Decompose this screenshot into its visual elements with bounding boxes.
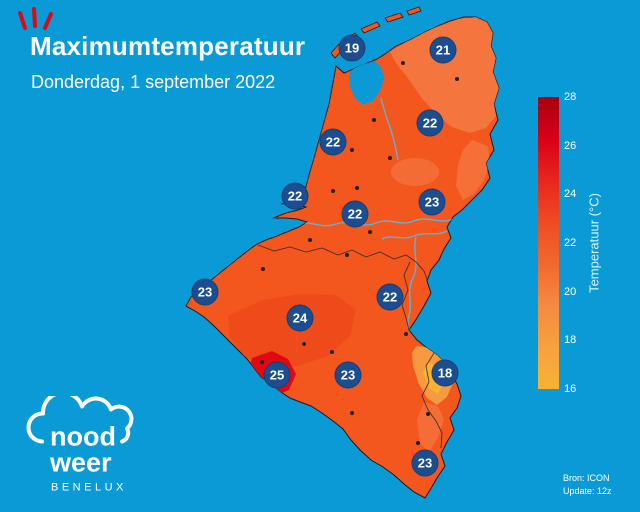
island-schiermonnikoog bbox=[406, 6, 422, 16]
lake-ijsselmeer bbox=[349, 61, 384, 105]
border-nl-be bbox=[257, 244, 429, 283]
island-ameland bbox=[384, 12, 404, 23]
source-text: Bron: ICON bbox=[563, 473, 610, 483]
source-info: Bron: ICON Update: 12z bbox=[563, 472, 612, 498]
legend-title: Temperatuur (°C) bbox=[586, 193, 602, 293]
city-dot bbox=[350, 411, 354, 415]
storm-warning-icon bbox=[18, 7, 53, 30]
temperature-zone-luxembourg bbox=[417, 402, 444, 452]
island-terschelling bbox=[360, 21, 381, 34]
city-dot bbox=[404, 332, 408, 336]
island-texel bbox=[330, 43, 345, 59]
city-dot bbox=[368, 230, 372, 234]
logo-text-nood: nood bbox=[50, 422, 116, 452]
legend-tick-label: 26 bbox=[564, 139, 577, 152]
border-be-lu bbox=[421, 352, 443, 449]
river-ijssel bbox=[380, 97, 399, 161]
legend-tick-label: 22 bbox=[564, 236, 577, 249]
legend-tick-label: 28 bbox=[564, 91, 577, 103]
city-dot bbox=[416, 441, 420, 445]
city-dot bbox=[308, 238, 312, 242]
city-dot bbox=[330, 350, 334, 354]
warning-stroke bbox=[18, 11, 27, 30]
island-vlieland bbox=[341, 32, 359, 46]
warning-stroke bbox=[43, 12, 53, 30]
city-dot bbox=[401, 61, 405, 65]
legend-tick-label: 20 bbox=[564, 285, 577, 298]
temperature-zone-east bbox=[456, 140, 490, 200]
legend-ticks: 28 26 24 22 20 18 16 bbox=[564, 91, 586, 395]
page-title: Maximumtemperatuur bbox=[30, 31, 306, 61]
city-dot bbox=[261, 267, 265, 271]
city-dot bbox=[379, 298, 383, 302]
city-dot bbox=[345, 253, 349, 257]
temperature-zone-northeast bbox=[390, 17, 499, 133]
legend-gradient-bar bbox=[538, 97, 559, 389]
city-dot bbox=[455, 77, 459, 81]
city-dot bbox=[355, 186, 359, 190]
page-subtitle: Donderdag, 1 september 2022 bbox=[31, 72, 276, 92]
logo-text-benelux: BENELUX bbox=[51, 482, 127, 494]
warning-stroke bbox=[32, 7, 37, 28]
legend-tick-label: 16 bbox=[564, 382, 577, 395]
city-dot bbox=[260, 360, 264, 364]
city-dot bbox=[331, 189, 335, 193]
cloud-icon bbox=[26, 396, 134, 444]
border-limburg bbox=[401, 261, 411, 331]
city-dot bbox=[350, 148, 354, 152]
legend-tick-label: 24 bbox=[564, 188, 577, 201]
update-text: Update: 12z bbox=[563, 486, 612, 496]
temperature-zone-veluwe bbox=[391, 158, 439, 186]
river-maas bbox=[381, 230, 448, 240]
city-dot bbox=[372, 118, 376, 122]
city-dot bbox=[426, 412, 430, 416]
logo-text-weer: weer bbox=[49, 448, 112, 478]
city-dot bbox=[302, 342, 306, 346]
noodweer-logo: nood weer BENELUX bbox=[26, 396, 134, 494]
city-dot bbox=[388, 156, 392, 160]
legend-tick-label: 18 bbox=[564, 334, 577, 347]
river-rhine bbox=[299, 218, 454, 227]
